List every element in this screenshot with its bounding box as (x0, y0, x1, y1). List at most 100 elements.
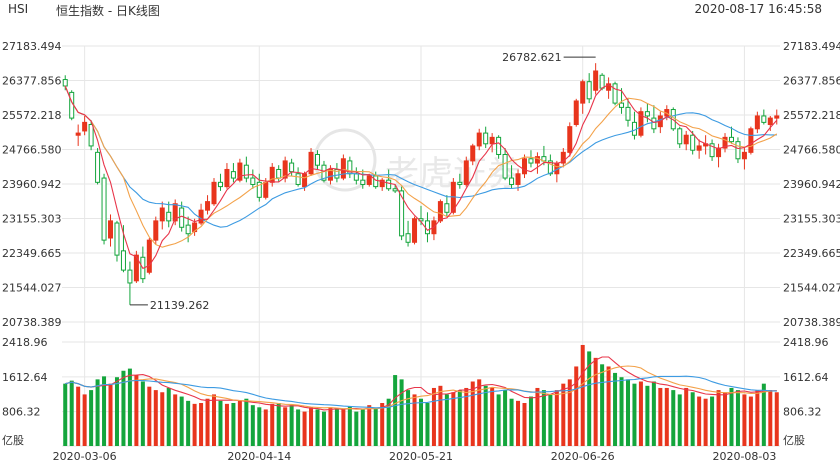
volume-bar (418, 398, 424, 446)
volume-ma5-line (65, 356, 777, 411)
candle-body (586, 81, 592, 100)
volume-axis-labels: 2418.96 2418.96 1612.64 1612.64 806.32 806.32… (2, 336, 829, 447)
date-axis-labels: 2020-03-06 2020-04-14 2020-05-21 2020-06-26… (53, 450, 777, 463)
candle-body (230, 171, 236, 179)
volume-bar (399, 379, 404, 446)
candle-body (224, 168, 230, 188)
volume-bar (761, 383, 766, 446)
volume-bar (192, 403, 197, 446)
volume-bar (160, 392, 165, 446)
volume-bar (270, 403, 275, 446)
candle-body (593, 70, 599, 91)
volume-bar (522, 403, 527, 446)
volume-bar (315, 409, 320, 446)
candle-body (250, 177, 256, 185)
candle-body (360, 179, 366, 185)
volume-bar (729, 387, 734, 446)
volume-bar (309, 407, 314, 446)
candle-body (405, 233, 411, 243)
candle-body (159, 207, 165, 222)
candle-body (82, 121, 88, 132)
candle-body (302, 173, 308, 188)
volume-bar (684, 387, 689, 446)
volume-bar (334, 408, 339, 446)
candle-body (172, 203, 178, 222)
price-tick-left: 25572.218 (2, 109, 62, 122)
candle-body (644, 111, 650, 117)
volume-bar (224, 403, 229, 446)
candle-body (295, 173, 301, 185)
volume-bar (218, 400, 223, 446)
price-tick-right: 26377.856 (783, 75, 840, 88)
volume-tick-left: 2418.96 (2, 336, 48, 349)
candle-body (580, 81, 586, 104)
candle-body (619, 102, 625, 108)
ma-lines (64, 84, 778, 270)
volume-bar (697, 396, 702, 446)
candle-body (399, 190, 405, 237)
candle-body (534, 156, 540, 164)
volume-bar (535, 387, 540, 446)
volume-bar (283, 407, 288, 446)
volume-tick-right: 806.32 (783, 406, 822, 419)
candle-body (599, 74, 605, 89)
volume-tick-right: 1612.64 (783, 371, 829, 384)
price-tick-right: 22349.665 (783, 247, 840, 260)
candle-body (133, 254, 139, 282)
volume-bar (645, 385, 650, 446)
volume-bar (774, 392, 779, 446)
candle-body (424, 220, 430, 235)
volume-bar (212, 394, 217, 446)
candle-body (735, 141, 741, 160)
candle-body (366, 175, 372, 185)
volume-bar (580, 344, 585, 446)
candle-body (457, 181, 463, 185)
volume-bar (199, 403, 204, 446)
candle-body (573, 100, 579, 126)
volume-ma-lines (65, 356, 777, 411)
volume-bar (548, 394, 553, 446)
volume-bar (173, 394, 178, 446)
candle-body (185, 224, 191, 235)
volume-bar (716, 390, 721, 446)
candle-body (683, 134, 689, 145)
volume-bar (328, 407, 333, 446)
volume-bar (690, 392, 695, 446)
volume-bar (108, 383, 113, 446)
candle-body (198, 209, 204, 224)
volume-bar (516, 400, 521, 446)
volume-bar (703, 398, 708, 446)
volume-bar (561, 383, 566, 446)
candle-body (463, 160, 469, 185)
volume-bar (153, 390, 158, 446)
price-tick-right: 27183.494 (783, 40, 840, 53)
candle-body (690, 134, 696, 151)
volume-bar (425, 403, 430, 446)
candle-body (748, 128, 754, 153)
volume-bar (755, 390, 760, 446)
volume-bar (658, 387, 663, 446)
volume-bar (302, 411, 307, 446)
price-tick-right: 20738.389 (783, 316, 840, 329)
candle-body (515, 173, 521, 185)
timestamp: 2020-08-17 16:45:58 (694, 2, 822, 16)
volume-bar (386, 398, 391, 446)
candle-body (547, 160, 553, 175)
volume-bar (470, 381, 475, 446)
candle-body (205, 201, 211, 211)
candle-body (696, 145, 702, 151)
volume-bar (341, 409, 346, 446)
volume-bar (768, 390, 773, 446)
candle-body (767, 117, 773, 126)
candle-body (470, 145, 476, 162)
candle-body (560, 151, 566, 164)
volume-bar (102, 376, 107, 446)
volume-bar (710, 396, 715, 446)
candle-body (774, 115, 780, 119)
candle-body (153, 220, 159, 241)
candle-body (217, 181, 223, 188)
price-tick-left: 20738.389 (2, 316, 62, 329)
volume-bar (63, 383, 68, 446)
volume-bar (464, 387, 469, 446)
